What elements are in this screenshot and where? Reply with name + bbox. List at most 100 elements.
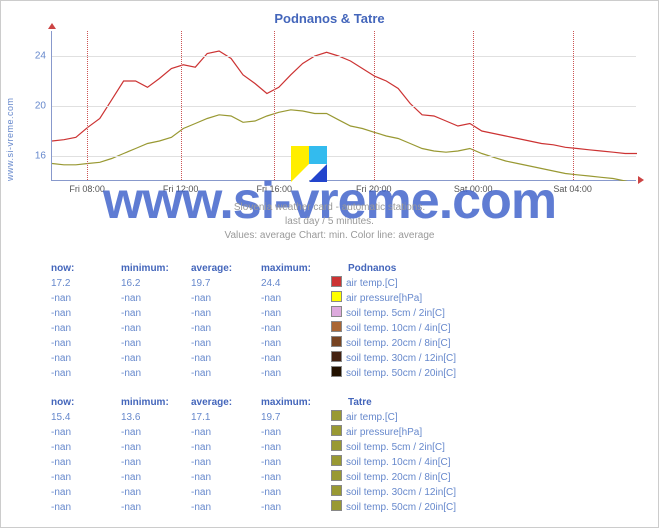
color-swatch-icon bbox=[331, 276, 342, 287]
favicon-icon bbox=[291, 146, 327, 182]
table-cell: -nan bbox=[51, 291, 121, 306]
color-swatch-icon bbox=[331, 336, 342, 347]
table-cell: 17.2 bbox=[51, 276, 121, 291]
table-row: -nan-nan-nan-nansoil temp. 50cm / 20in[C… bbox=[51, 500, 638, 515]
table-cell: 16.2 bbox=[121, 276, 191, 291]
table-cell: -nan bbox=[51, 500, 121, 515]
series-label: soil temp. 50cm / 20in[C] bbox=[346, 366, 638, 381]
table-cell: -nan bbox=[191, 321, 261, 336]
table-cell: -nan bbox=[261, 366, 331, 381]
table-cell: -nan bbox=[121, 336, 191, 351]
gridline-h bbox=[52, 156, 636, 157]
color-swatch-icon bbox=[331, 291, 342, 302]
chart-area: 162024Fri 08:00Fri 12:00Fri 16:00Fri 20:… bbox=[51, 31, 636, 181]
series-label: soil temp. 10cm / 4in[C] bbox=[346, 455, 638, 470]
table-cell: -nan bbox=[121, 366, 191, 381]
table-row: 15.413.617.119.7air temp.[C] bbox=[51, 410, 638, 425]
table-cell: -nan bbox=[261, 321, 331, 336]
table-cell: -nan bbox=[191, 291, 261, 306]
color-swatch-icon bbox=[331, 351, 342, 362]
table-cell: -nan bbox=[121, 470, 191, 485]
table-cell: -nan bbox=[191, 425, 261, 440]
table-cell: -nan bbox=[261, 306, 331, 321]
table-header-cell: minimum: bbox=[121, 395, 191, 410]
table-row: -nan-nan-nan-nansoil temp. 30cm / 12in[C… bbox=[51, 351, 638, 366]
table-cell: -nan bbox=[121, 306, 191, 321]
gridline-v bbox=[573, 31, 574, 180]
y-tick-label: 24 bbox=[35, 51, 46, 62]
x-tick-label: Fri 12:00 bbox=[163, 184, 199, 194]
series-label: soil temp. 30cm / 12in[C] bbox=[346, 351, 638, 366]
x-tick-label: Sat 04:00 bbox=[553, 184, 592, 194]
table-cell: -nan bbox=[121, 455, 191, 470]
table-row: 17.216.219.724.4air temp.[C] bbox=[51, 276, 638, 291]
table-cell: -nan bbox=[51, 336, 121, 351]
table-header-cell: now: bbox=[51, 395, 121, 410]
table-row: -nan-nan-nan-nansoil temp. 50cm / 20in[C… bbox=[51, 366, 638, 381]
gridline-v bbox=[374, 31, 375, 180]
station-name: Tatre bbox=[348, 395, 638, 410]
series-label: soil temp. 50cm / 20in[C] bbox=[346, 500, 638, 515]
table-row: -nan-nan-nan-nanair pressure[hPa] bbox=[51, 291, 638, 306]
table-cell: -nan bbox=[261, 351, 331, 366]
x-tick-label: Fri 16:00 bbox=[257, 184, 293, 194]
table-cell: 24.4 bbox=[261, 276, 331, 291]
table-cell: -nan bbox=[51, 440, 121, 455]
table-cell: -nan bbox=[51, 470, 121, 485]
table-cell: -nan bbox=[121, 500, 191, 515]
y-tick-label: 16 bbox=[35, 151, 46, 162]
table-cell: -nan bbox=[261, 470, 331, 485]
table-cell: -nan bbox=[51, 306, 121, 321]
y-axis-arrow-icon bbox=[48, 23, 56, 29]
table-cell: -nan bbox=[121, 440, 191, 455]
table-row: -nan-nan-nan-nansoil temp. 5cm / 2in[C] bbox=[51, 440, 638, 455]
table-cell: -nan bbox=[121, 291, 191, 306]
table-cell: -nan bbox=[191, 336, 261, 351]
color-swatch-icon bbox=[331, 455, 342, 466]
gridline-v bbox=[87, 31, 88, 180]
table-cell: -nan bbox=[51, 485, 121, 500]
series-label: air pressure[hPa] bbox=[346, 425, 638, 440]
table-cell: -nan bbox=[191, 485, 261, 500]
table-row: -nan-nan-nan-nansoil temp. 30cm / 12in[C… bbox=[51, 485, 638, 500]
series-label: air temp.[C] bbox=[346, 410, 638, 425]
table-header-row: now:minimum:average:maximum:Podnanos bbox=[51, 261, 638, 276]
color-swatch-icon bbox=[331, 306, 342, 317]
table-cell: -nan bbox=[121, 425, 191, 440]
x-tick-label: Sat 00:00 bbox=[454, 184, 493, 194]
color-swatch-icon bbox=[331, 470, 342, 481]
table-header-cell: maximum: bbox=[261, 261, 331, 276]
table-row: -nan-nan-nan-nanair pressure[hPa] bbox=[51, 425, 638, 440]
y-tick-label: 20 bbox=[35, 101, 46, 112]
table-cell: -nan bbox=[121, 321, 191, 336]
table-cell: -nan bbox=[261, 485, 331, 500]
table-cell: -nan bbox=[191, 366, 261, 381]
table-cell: -nan bbox=[191, 470, 261, 485]
table-row: -nan-nan-nan-nansoil temp. 5cm / 2in[C] bbox=[51, 306, 638, 321]
color-swatch-icon bbox=[331, 440, 342, 451]
caption-line: last day / 5 minutes. bbox=[1, 215, 658, 229]
series-label: soil temp. 20cm / 8in[C] bbox=[346, 470, 638, 485]
series-label: air pressure[hPa] bbox=[346, 291, 638, 306]
table-header-cell: average: bbox=[191, 261, 261, 276]
table-cell: -nan bbox=[261, 425, 331, 440]
color-swatch-icon bbox=[331, 425, 342, 436]
color-swatch-icon bbox=[331, 485, 342, 496]
x-tick-label: Fri 08:00 bbox=[69, 184, 105, 194]
gridline-v bbox=[274, 31, 275, 180]
table-cell: -nan bbox=[121, 351, 191, 366]
series-label: soil temp. 20cm / 8in[C] bbox=[346, 336, 638, 351]
caption-line: Values: average Chart: min. Color line: … bbox=[1, 229, 658, 243]
table-cell: -nan bbox=[51, 455, 121, 470]
table-cell: -nan bbox=[51, 425, 121, 440]
table-cell: 19.7 bbox=[261, 410, 331, 425]
caption-line: Slovenia weather card - automatic statio… bbox=[1, 201, 658, 215]
table-cell: -nan bbox=[191, 351, 261, 366]
table-header-cell: now: bbox=[51, 261, 121, 276]
table-cell: -nan bbox=[121, 485, 191, 500]
color-swatch-icon bbox=[331, 321, 342, 332]
table-cell: 19.7 bbox=[191, 276, 261, 291]
series-label: soil temp. 30cm / 12in[C] bbox=[346, 485, 638, 500]
table-header-row: now:minimum:average:maximum:Tatre bbox=[51, 395, 638, 410]
table-row: -nan-nan-nan-nansoil temp. 20cm / 8in[C] bbox=[51, 470, 638, 485]
